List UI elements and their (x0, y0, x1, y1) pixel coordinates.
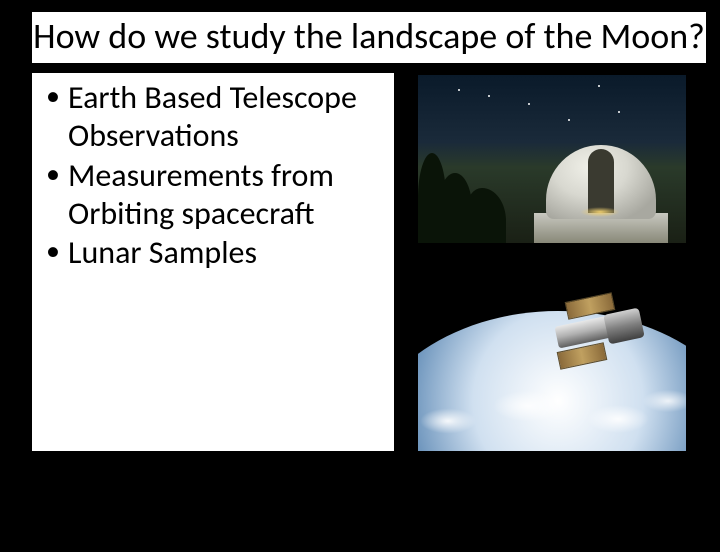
bullet-item: Earth Based Telescope Observations (46, 79, 386, 155)
bullet-list: Earth Based Telescope Observations Measu… (46, 79, 386, 272)
bullet-panel: Earth Based Telescope Observations Measu… (32, 73, 394, 451)
hubble-photo (418, 271, 686, 451)
tree-icon (466, 188, 506, 243)
bullet-item: Measurements from Orbiting spacecraft (46, 157, 386, 233)
observatory-photo (418, 75, 686, 243)
content-row: Earth Based Telescope Observations Measu… (0, 73, 720, 451)
image-column (418, 73, 686, 451)
clouds-icon (418, 351, 686, 451)
slide-title: How do we study the landscape of the Moo… (32, 16, 706, 57)
dome-slit-icon (588, 149, 614, 213)
title-panel: How do we study the landscape of the Moo… (32, 12, 706, 63)
slide: How do we study the landscape of the Moo… (0, 12, 720, 552)
bullet-item: Lunar Samples (46, 234, 386, 272)
dome-light-icon (580, 207, 620, 217)
